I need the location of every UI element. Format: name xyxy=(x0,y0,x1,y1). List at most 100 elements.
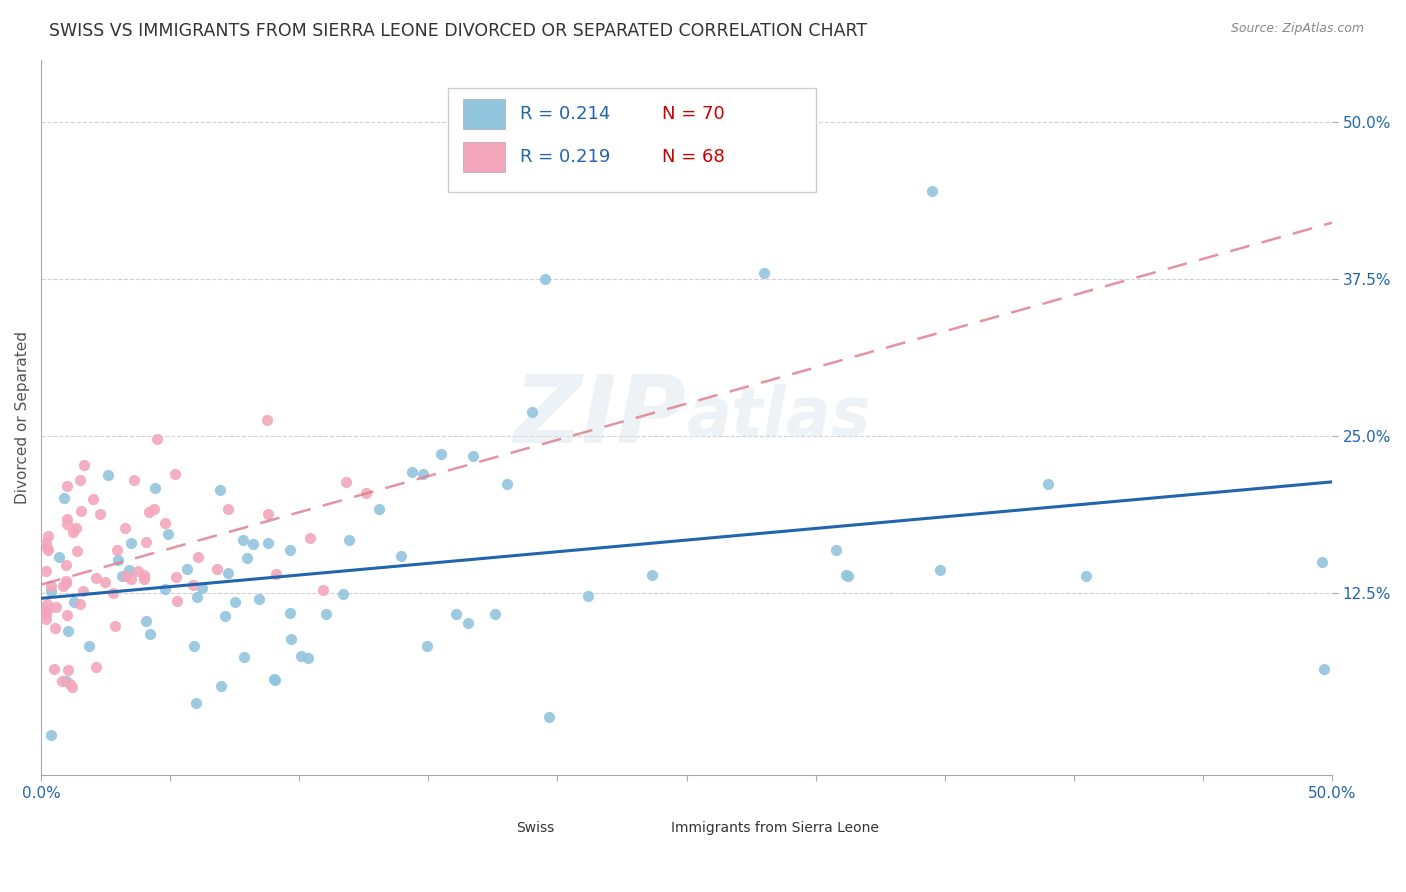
Point xyxy=(209,679,232,693)
Point xyxy=(412,467,434,481)
Point xyxy=(256,413,278,427)
Text: SWISS VS IMMIGRANTS FROM SIERRA LEONE DIVORCED OR SEPARATED CORRELATION CHART: SWISS VS IMMIGRANTS FROM SIERRA LEONE DI… xyxy=(49,22,868,40)
Point xyxy=(163,467,186,482)
Point xyxy=(55,576,77,591)
Point xyxy=(247,591,270,606)
Point xyxy=(53,491,76,505)
Point xyxy=(280,632,302,646)
Point xyxy=(35,612,58,626)
Point xyxy=(114,521,136,535)
Point xyxy=(35,535,58,549)
Point xyxy=(214,609,236,624)
Point xyxy=(56,479,79,493)
Point xyxy=(120,535,142,549)
Point xyxy=(41,584,63,599)
Point xyxy=(70,504,93,518)
Point xyxy=(41,728,63,742)
Point xyxy=(62,594,84,608)
Point xyxy=(84,571,107,585)
Point xyxy=(42,661,65,675)
Point xyxy=(52,579,75,593)
Point xyxy=(146,433,169,447)
Point xyxy=(97,467,120,482)
Point xyxy=(56,664,79,678)
Point xyxy=(837,569,859,583)
Point xyxy=(332,587,354,601)
Point xyxy=(825,542,848,557)
Point xyxy=(77,639,100,653)
Point xyxy=(35,607,58,622)
Point xyxy=(59,677,82,691)
Point xyxy=(55,558,77,572)
Point xyxy=(69,597,91,611)
Point xyxy=(263,672,285,686)
Point xyxy=(263,673,285,687)
Point xyxy=(37,529,59,543)
Point xyxy=(45,600,67,615)
Text: atlas: atlas xyxy=(686,384,870,450)
Point xyxy=(430,447,453,461)
Point xyxy=(73,458,96,473)
Point xyxy=(205,562,228,576)
Point xyxy=(56,624,79,638)
Point xyxy=(166,594,188,608)
Point xyxy=(44,621,66,635)
Point xyxy=(496,476,519,491)
Point xyxy=(236,550,259,565)
Point xyxy=(101,586,124,600)
Point xyxy=(315,607,337,622)
Point xyxy=(191,581,214,595)
Point xyxy=(217,566,239,580)
Y-axis label: Divorced or Separated: Divorced or Separated xyxy=(15,331,30,504)
Point xyxy=(55,574,77,588)
Point xyxy=(104,619,127,633)
Point xyxy=(86,660,108,674)
Point xyxy=(278,607,301,621)
Point xyxy=(1313,661,1336,675)
Point xyxy=(55,673,77,688)
Point xyxy=(69,473,91,487)
Point xyxy=(484,607,506,621)
Point xyxy=(186,696,208,710)
Point xyxy=(232,533,254,547)
Point xyxy=(165,569,187,583)
Point xyxy=(55,517,77,532)
Point xyxy=(457,616,479,631)
Point xyxy=(1310,556,1333,570)
Point xyxy=(181,577,204,591)
Text: Immigrants from Sierra Leone: Immigrants from Sierra Leone xyxy=(671,821,879,835)
Point xyxy=(156,527,179,541)
Point xyxy=(1074,569,1097,583)
Point xyxy=(35,541,58,555)
Point xyxy=(94,575,117,590)
Point xyxy=(153,516,176,531)
Point xyxy=(921,185,943,199)
Point xyxy=(51,674,73,689)
Point xyxy=(55,607,77,622)
Point xyxy=(105,542,128,557)
Point xyxy=(752,266,775,280)
Point xyxy=(82,491,104,506)
Point xyxy=(187,549,209,564)
Point xyxy=(256,507,278,521)
Bar xyxy=(463,99,505,129)
Point xyxy=(56,511,79,525)
Bar xyxy=(463,142,505,172)
Point xyxy=(297,651,319,665)
Point xyxy=(290,649,312,664)
Point xyxy=(354,485,377,500)
Point xyxy=(37,597,59,611)
Text: R = 0.214: R = 0.214 xyxy=(520,105,627,123)
Point xyxy=(1036,476,1059,491)
Point xyxy=(89,508,111,522)
Point xyxy=(132,568,155,582)
Point xyxy=(576,589,599,603)
Point xyxy=(127,564,149,578)
Point xyxy=(107,553,129,567)
Point xyxy=(62,525,84,540)
Point xyxy=(143,481,166,495)
Text: Swiss: Swiss xyxy=(516,821,554,835)
Text: N = 70: N = 70 xyxy=(662,105,725,123)
Point xyxy=(367,501,389,516)
Point xyxy=(183,639,205,653)
